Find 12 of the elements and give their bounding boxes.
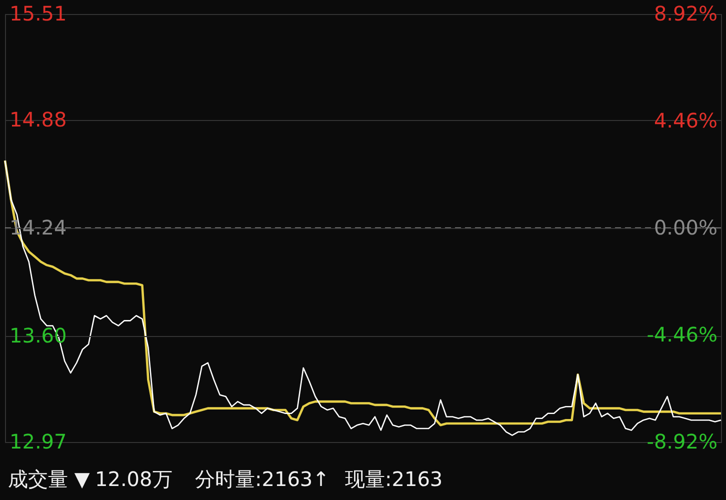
text: 成交量 ▼ [8,467,90,491]
y-tick-label: 12.97 [10,430,67,454]
y-tick-label: 14.88 [10,108,67,132]
y2-tick-label: -8.92% [646,430,718,454]
y-tick-label: 15.51 [10,2,67,26]
y2-tick-label: 8.92% [654,2,718,26]
text: 现量:2163 [345,467,443,491]
y2-tick-label: 4.46% [654,108,718,132]
y2-tick-label: -4.46% [646,322,718,346]
text: 分时量:2163↑ [195,467,330,491]
y-tick-label: 14.24 [10,216,67,240]
text: 12.08万 [95,467,172,491]
